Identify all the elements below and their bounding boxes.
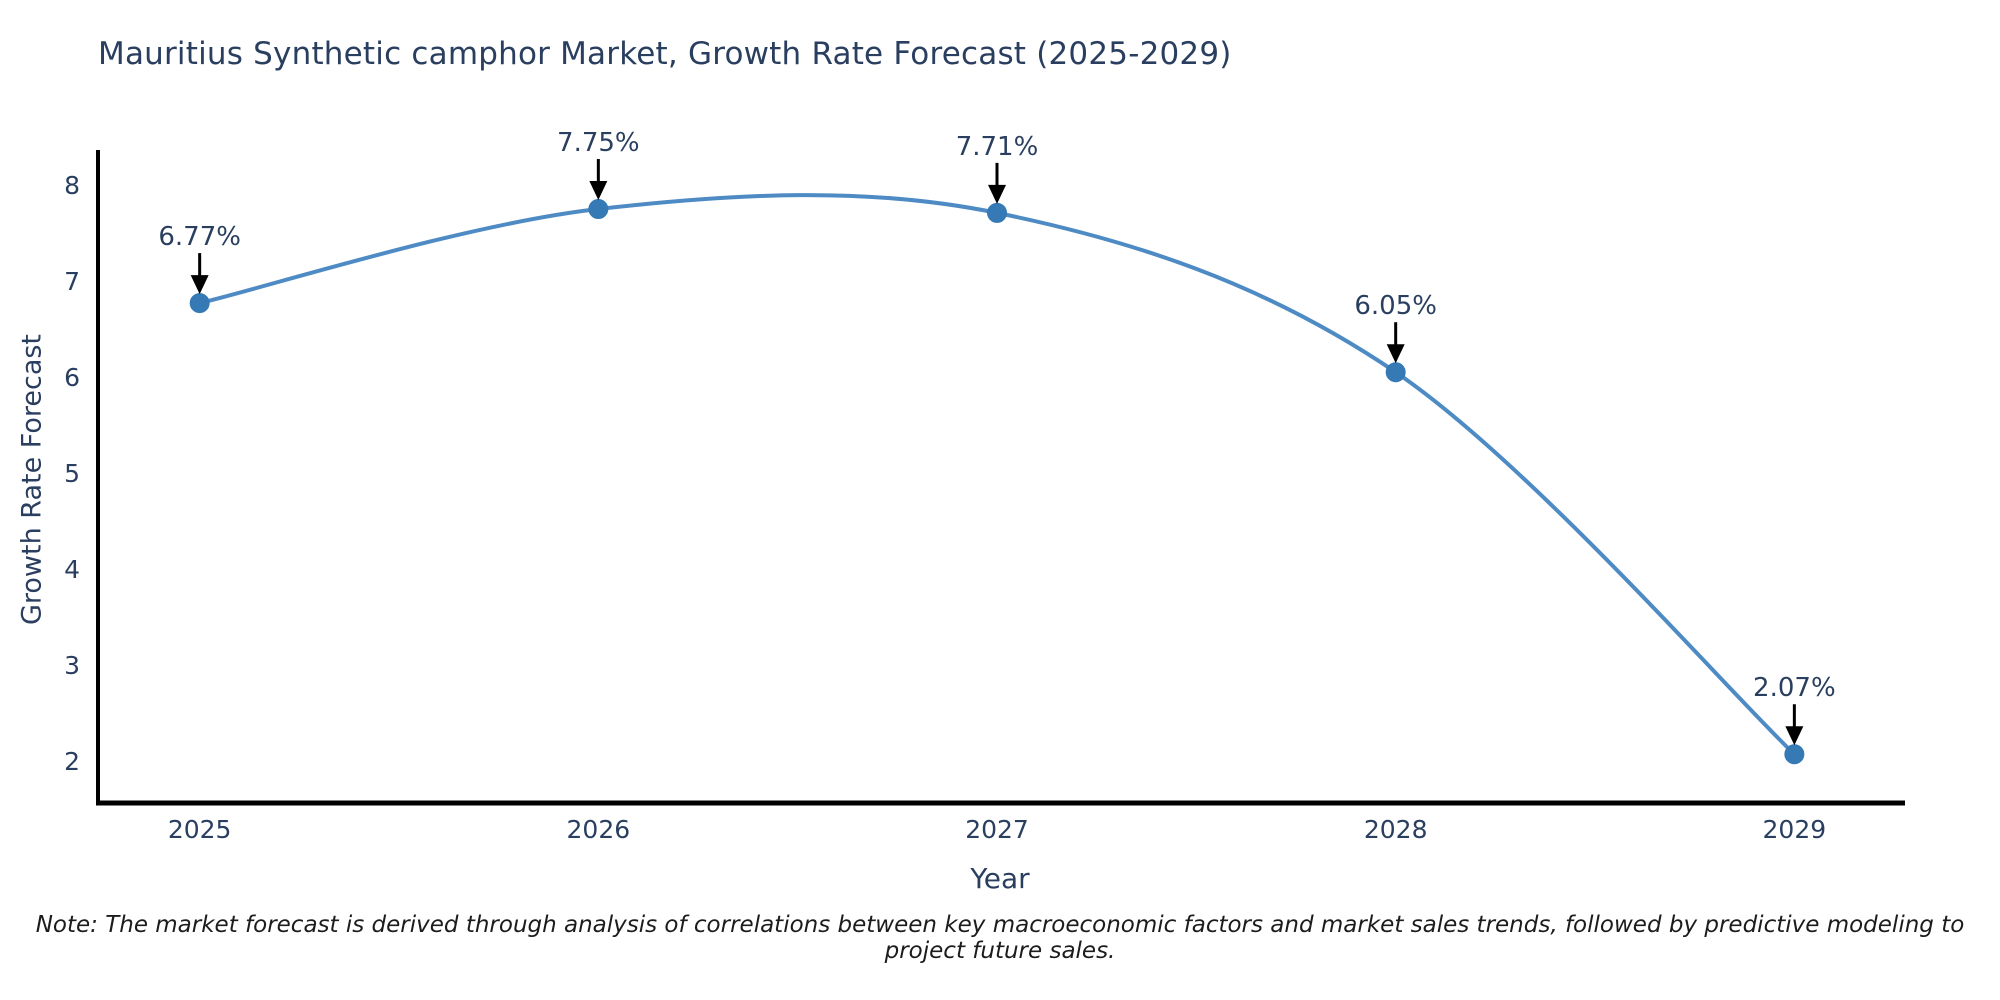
point-value-label: 6.77% — [158, 222, 241, 252]
y-tick-label: 4 — [64, 555, 80, 584]
y-tick-label: 3 — [64, 651, 80, 680]
data-point-marker — [1784, 744, 1805, 765]
x-tick-label: 2025 — [168, 815, 232, 844]
annotation-arrow-head — [190, 275, 209, 295]
annotation-arrow-head — [1386, 344, 1405, 364]
annotation-arrow-head — [1785, 726, 1804, 746]
y-axis-title: Growth Rate Forecast — [16, 333, 48, 626]
point-value-label: 7.75% — [557, 128, 640, 158]
x-tick-label: 2026 — [567, 815, 631, 844]
data-point-marker — [987, 202, 1008, 223]
x-tick-label: 2028 — [1364, 815, 1428, 844]
y-tick-label: 2 — [64, 747, 80, 776]
y-tick-label: 6 — [64, 363, 80, 392]
point-value-label: 2.07% — [1753, 673, 1836, 703]
data-point-marker — [588, 199, 609, 220]
x-axis-title: Year — [970, 862, 1030, 895]
annotation-arrow-head — [988, 184, 1007, 204]
footnote: Note: The market forecast is derived thr… — [35, 912, 1965, 964]
data-point-marker — [1385, 362, 1406, 383]
x-tick-label: 2027 — [965, 815, 1029, 844]
y-tick-label: 7 — [64, 267, 80, 296]
point-value-label: 7.71% — [956, 132, 1039, 162]
series-line — [197, 193, 1797, 757]
point-value-label: 6.05% — [1354, 291, 1437, 321]
x-tick-label: 2029 — [1763, 815, 1827, 844]
chart-title: Mauritius Synthetic camphor Market, Grow… — [98, 36, 1232, 72]
y-tick-label: 5 — [64, 459, 80, 488]
y-tick-label: 8 — [64, 171, 80, 200]
data-point-marker — [189, 293, 210, 314]
annotation-arrow-head — [589, 181, 608, 201]
